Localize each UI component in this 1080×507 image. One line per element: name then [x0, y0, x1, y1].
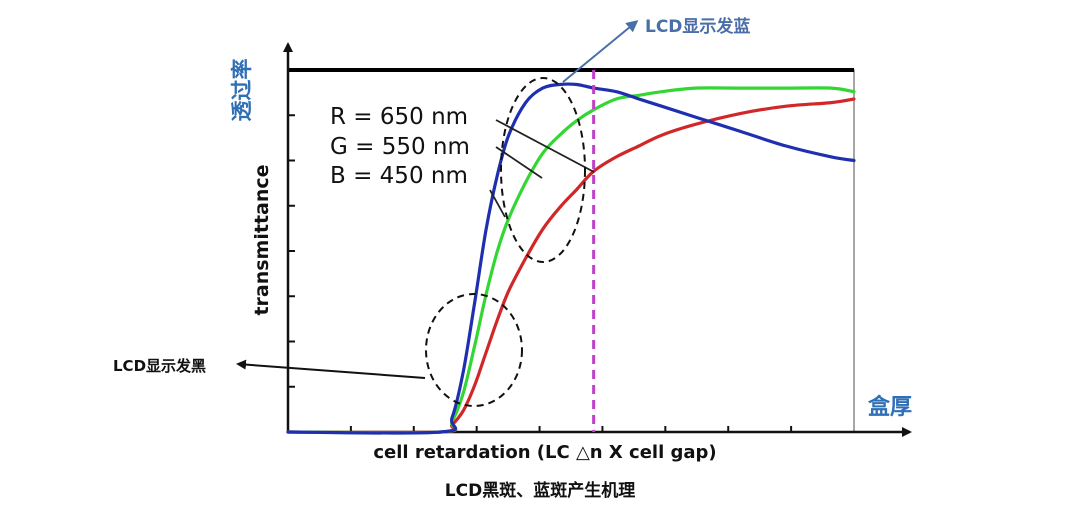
y-axis-label: transmittance [251, 164, 273, 315]
y-axis-label-cn: 透过率 [230, 59, 254, 122]
legend-leader-blue [489, 189, 506, 218]
legend-entry-red: R = 650 nm [330, 104, 468, 130]
black-region-ellipse [425, 293, 523, 407]
blue-note-label: LCD显示发蓝 [645, 16, 750, 37]
legend-entry-blue: B = 450 nm [330, 163, 468, 189]
x-axis-label-cn: 盒厚 [867, 394, 912, 420]
blue-region-ellipse [500, 77, 586, 263]
series-layer [286, 82, 856, 435]
series-line-green [286, 86, 856, 435]
black-note-arrow [236, 359, 426, 379]
series-line-red [286, 97, 856, 435]
figure-caption: LCD黑斑、蓝斑产生机理 [444, 481, 636, 501]
x-axis-label: cell retardation (LC △n X cell gap) [373, 442, 716, 463]
series-line-blue [286, 82, 856, 435]
legend-entry-green: G = 550 nm [330, 134, 470, 160]
black-note-label: LCD显示发黑 [113, 357, 206, 375]
blue-note-arrow [562, 20, 639, 83]
legend-leader-red [495, 119, 595, 173]
legend-leader-green [495, 146, 543, 179]
